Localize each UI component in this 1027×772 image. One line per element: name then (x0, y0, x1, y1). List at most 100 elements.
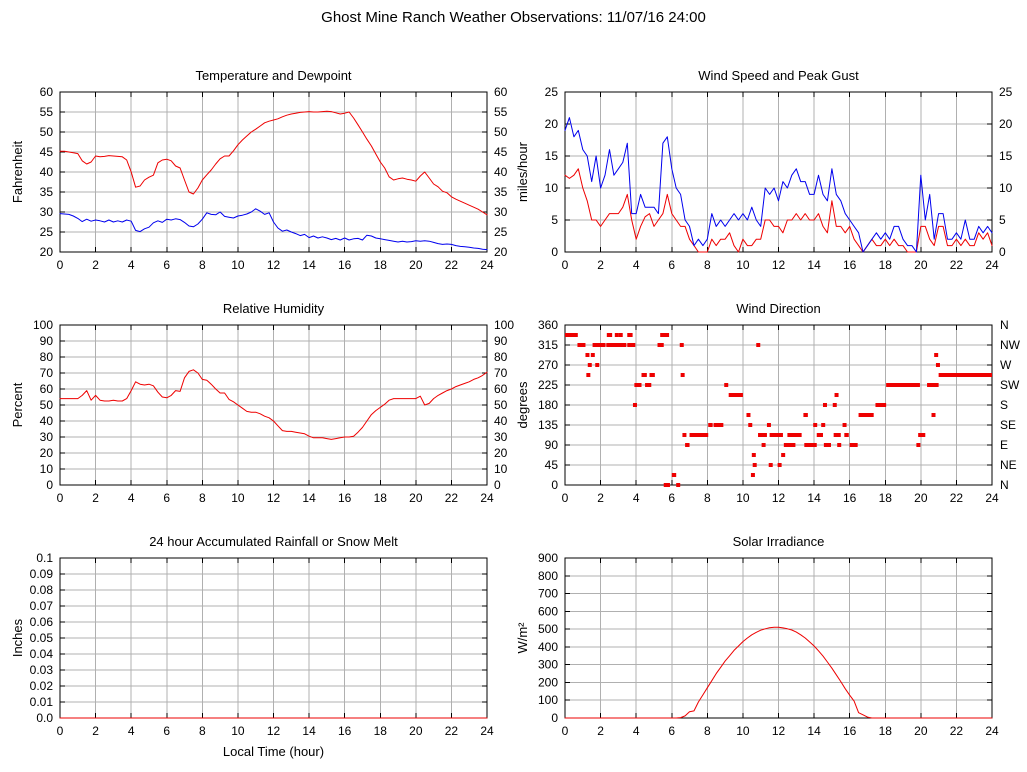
svg-text:500: 500 (538, 622, 558, 636)
svg-text:14: 14 (302, 724, 316, 738)
svg-text:45: 45 (545, 458, 559, 472)
svg-text:miles/hour: miles/hour (515, 141, 530, 202)
solar-irradiance-chart: 0 2 4 6 8 10 12 14 16 18 20 22 240100200300400500600… (515, 534, 999, 738)
svg-text:20: 20 (494, 446, 508, 460)
svg-text:20: 20 (40, 446, 54, 460)
svg-text:0.09: 0.09 (30, 567, 54, 581)
svg-text:20: 20 (409, 724, 423, 738)
svg-text:14: 14 (807, 724, 821, 738)
svg-text:25: 25 (494, 225, 508, 239)
svg-text:SE: SE (1000, 418, 1016, 432)
svg-text:0: 0 (562, 258, 569, 272)
svg-text:30: 30 (494, 430, 508, 444)
svg-text:4: 4 (128, 491, 135, 505)
svg-text:0: 0 (562, 724, 569, 738)
svg-text:0: 0 (57, 491, 64, 505)
svg-text:80: 80 (40, 350, 54, 364)
svg-text:25: 25 (545, 85, 559, 99)
svg-text:25: 25 (40, 225, 54, 239)
svg-text:NW: NW (1000, 338, 1021, 352)
svg-text:Percent: Percent (10, 382, 25, 427)
wind_speed-line (564, 168, 993, 253)
svg-text:90: 90 (494, 334, 508, 348)
svg-text:degrees: degrees (515, 381, 530, 428)
svg-text:4: 4 (128, 724, 135, 738)
svg-text:6: 6 (668, 258, 675, 272)
peak_gust-line (564, 117, 993, 253)
svg-text:8: 8 (704, 258, 711, 272)
svg-text:20: 20 (914, 724, 928, 738)
svg-text:Relative Humidity: Relative Humidity (223, 301, 325, 316)
svg-text:0.04: 0.04 (30, 647, 54, 661)
svg-text:Wind Speed and Peak Gust: Wind Speed and Peak Gust (698, 68, 859, 83)
svg-text:18: 18 (374, 724, 388, 738)
svg-text:24: 24 (480, 491, 494, 505)
svg-text:2: 2 (92, 724, 99, 738)
svg-text:6: 6 (668, 491, 675, 505)
svg-text:Temperature and Dewpoint: Temperature and Dewpoint (195, 68, 351, 83)
svg-text:8: 8 (199, 724, 206, 738)
relative_humidity-line (59, 369, 488, 440)
svg-text:700: 700 (538, 587, 558, 601)
svg-text:400: 400 (538, 640, 558, 654)
svg-text:10: 10 (736, 724, 750, 738)
svg-text:2: 2 (597, 491, 604, 505)
svg-text:0.08: 0.08 (30, 583, 54, 597)
svg-text:70: 70 (40, 366, 54, 380)
svg-text:15: 15 (545, 149, 559, 163)
svg-text:16: 16 (843, 491, 857, 505)
svg-text:Fahrenheit: Fahrenheit (10, 141, 25, 204)
svg-text:12: 12 (772, 491, 786, 505)
svg-text:18: 18 (879, 491, 893, 505)
svg-text:40: 40 (40, 165, 54, 179)
page-title: Ghost Mine Ranch Weather Observations: 1… (321, 9, 706, 26)
svg-text:18: 18 (879, 258, 893, 272)
svg-text:22: 22 (950, 491, 964, 505)
svg-text:24: 24 (985, 491, 999, 505)
svg-text:W/m²: W/m² (515, 622, 530, 654)
svg-text:55: 55 (40, 105, 54, 119)
svg-text:40: 40 (494, 414, 508, 428)
svg-text:55: 55 (494, 105, 508, 119)
svg-text:Inches: Inches (10, 618, 25, 657)
svg-text:225: 225 (538, 378, 558, 392)
svg-text:16: 16 (338, 724, 352, 738)
svg-text:4: 4 (633, 491, 640, 505)
svg-text:0: 0 (57, 258, 64, 272)
svg-text:SW: SW (1000, 378, 1020, 392)
svg-text:0.03: 0.03 (30, 663, 54, 677)
svg-text:80: 80 (494, 350, 508, 364)
svg-text:16: 16 (843, 724, 857, 738)
svg-text:10: 10 (999, 181, 1013, 195)
svg-text:18: 18 (879, 724, 893, 738)
svg-text:4: 4 (128, 258, 135, 272)
svg-text:20: 20 (494, 245, 508, 259)
svg-text:900: 900 (538, 551, 558, 565)
solar_irradiance-line (564, 626, 993, 719)
svg-text:800: 800 (538, 569, 558, 583)
svg-text:0.06: 0.06 (30, 615, 54, 629)
svg-text:20: 20 (409, 258, 423, 272)
svg-text:16: 16 (338, 491, 352, 505)
svg-text:W: W (1000, 358, 1012, 372)
svg-text:6: 6 (163, 724, 170, 738)
svg-text:NE: NE (1000, 458, 1017, 472)
svg-text:10: 10 (231, 491, 245, 505)
svg-text:0: 0 (551, 245, 558, 259)
svg-text:Wind Direction: Wind Direction (736, 301, 821, 316)
temperature-line (59, 110, 488, 216)
svg-text:18: 18 (374, 491, 388, 505)
svg-text:60: 60 (40, 382, 54, 396)
svg-text:60: 60 (40, 85, 54, 99)
svg-text:30: 30 (40, 430, 54, 444)
svg-text:12: 12 (772, 258, 786, 272)
svg-text:22: 22 (445, 258, 459, 272)
svg-text:0.0: 0.0 (36, 711, 53, 725)
svg-text:45: 45 (494, 145, 508, 159)
svg-text:24 hour Accumulated Rainfall o: 24 hour Accumulated Rainfall or Snow Mel… (149, 534, 398, 549)
